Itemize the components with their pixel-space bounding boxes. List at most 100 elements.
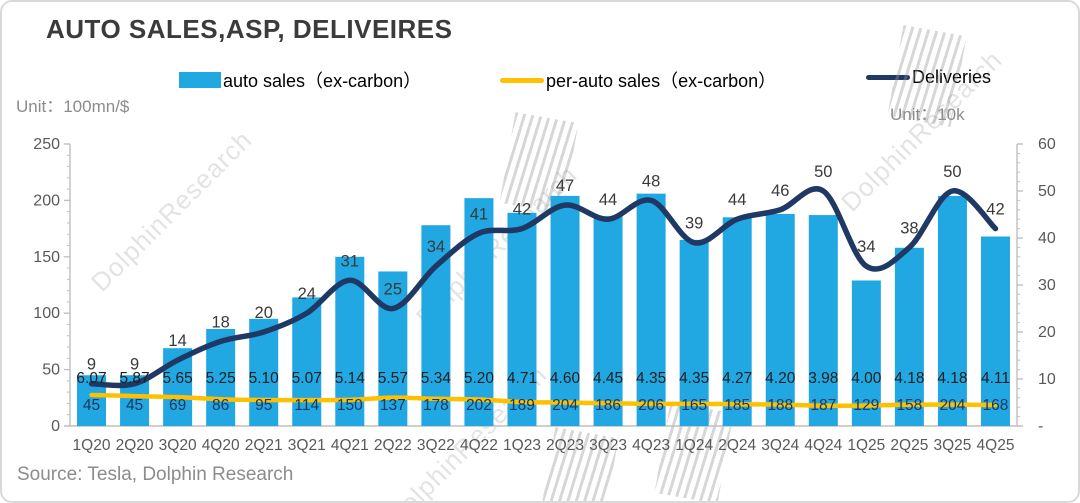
asp-value-label: 4.35	[636, 370, 666, 387]
bar-value-label: 204	[552, 397, 578, 414]
x-axis-label: 3Q23	[589, 437, 627, 454]
delivery-value-label: 18	[211, 313, 229, 331]
bar-value-label: 188	[767, 397, 793, 414]
x-axis-label: 3Q22	[417, 437, 455, 454]
bar-value-label: 202	[466, 397, 492, 414]
asp-value-label: 5.10	[249, 370, 280, 387]
asp-value-label: 3.98	[808, 370, 838, 387]
x-axis-label: 2Q21	[245, 437, 283, 454]
right-axis-tick-label: 60	[1038, 136, 1056, 153]
bar	[636, 193, 666, 426]
bar-value-label: 206	[638, 397, 664, 414]
bar-value-label: 185	[724, 397, 750, 414]
auto-sales-swatch-icon	[179, 72, 221, 88]
bar-value-label: 95	[255, 397, 272, 414]
asp-value-label: 5.65	[163, 370, 193, 387]
delivery-value-label: 44	[728, 191, 746, 209]
legend-item-deliveries: Deliveries	[866, 67, 991, 88]
per-auto-sales-swatch-icon	[500, 77, 544, 83]
left-axis-unit: Unit：100mn/$	[16, 97, 130, 116]
right-axis-tick-label: 40	[1038, 230, 1056, 247]
right-axis-tick-label: 30	[1038, 277, 1056, 294]
delivery-value-label: 14	[168, 332, 186, 350]
x-axis-label: 4Q24	[804, 437, 842, 454]
x-axis-label: 4Q25	[977, 437, 1015, 454]
delivery-value-label: 48	[642, 172, 660, 190]
asp-value-label: 5.57	[378, 370, 408, 387]
left-axis-tick-label: 0	[51, 418, 60, 435]
source-note: Source: Tesla, Dolphin Research	[17, 464, 294, 485]
bar	[937, 195, 967, 426]
x-axis-label: 2Q24	[718, 437, 756, 454]
bar-value-label: 178	[423, 397, 449, 414]
delivery-value-label: 47	[556, 177, 574, 195]
per-auto-sales-line	[89, 392, 998, 409]
legend-item-auto-sales: auto sales（ex-carbon）	[179, 67, 421, 93]
bar	[378, 271, 408, 426]
bar-value-label: 186	[595, 397, 621, 414]
asp-value-label: 5.14	[335, 370, 366, 387]
x-axis-label: 3Q20	[159, 437, 197, 454]
delivery-value-label: 46	[771, 182, 789, 200]
legend-label-per-auto-sales: per-auto sales（ex-carbon）	[546, 71, 777, 91]
deliveries-swatch-icon	[866, 75, 910, 80]
x-axis-label: 2Q20	[116, 437, 154, 454]
asp-value-label: 4.71	[507, 370, 537, 387]
bar-value-label: 150	[337, 397, 363, 414]
x-axis-label: 3Q21	[288, 437, 326, 454]
left-axis-tick-label: 100	[33, 305, 60, 322]
asp-value-label: 4.00	[851, 370, 882, 387]
right-axis-tick-label: 50	[1038, 183, 1056, 200]
x-axis-label: 4Q21	[331, 437, 369, 454]
bar-value-label: 187	[810, 397, 836, 414]
bar	[894, 247, 924, 426]
asp-value-label: 5.07	[292, 370, 322, 387]
right-axis-tick-label: -	[1038, 418, 1043, 435]
x-axis-label: 1Q23	[503, 437, 541, 454]
bar-value-label: 45	[126, 397, 143, 414]
left-axis-tick-label: 200	[33, 192, 60, 209]
legend-label-auto-sales: auto sales（ex-carbon）	[223, 71, 422, 91]
x-axis-label: 4Q20	[202, 437, 240, 454]
bar-value-label: 137	[380, 397, 406, 414]
right-axis-unit: Unit：10k	[890, 105, 965, 124]
delivery-value-label: 34	[427, 238, 445, 256]
asp-value-label: 5.25	[206, 370, 236, 387]
x-axis-label: 1Q20	[73, 437, 111, 454]
bar	[550, 195, 580, 426]
bar-value-label: 168	[983, 397, 1009, 414]
bar	[808, 215, 838, 426]
left-axis-tick-label: 50	[42, 362, 60, 379]
delivery-value-label: 34	[857, 238, 875, 256]
left-axis-tick-label: 250	[33, 136, 60, 153]
x-axis-label: 3Q25	[933, 437, 971, 454]
delivery-value-label: 25	[384, 281, 402, 299]
asp-value-label: 4.45	[593, 370, 623, 387]
bar-value-label: 129	[853, 397, 879, 414]
x-axis-label: 2Q22	[374, 437, 412, 454]
delivery-value-label: 31	[341, 252, 359, 270]
bar	[507, 212, 537, 426]
asp-value-label: 4.18	[894, 370, 924, 387]
delivery-value-label: 38	[900, 219, 918, 237]
x-axis-label: 4Q22	[460, 437, 498, 454]
bar-value-label: 45	[83, 397, 100, 414]
asp-value-label: 4.18	[937, 370, 967, 387]
delivery-value-label: 24	[298, 285, 316, 303]
chart-title: AUTO SALES,ASP, DELIVEIRES	[46, 14, 453, 44]
bar-value-label: 204	[939, 397, 965, 414]
delivery-value-label: 41	[470, 205, 488, 223]
bar	[980, 236, 1010, 426]
bar-value-label: 165	[681, 397, 707, 414]
bar	[679, 239, 709, 426]
bar	[722, 217, 752, 426]
right-axis-tick-label: 20	[1038, 324, 1056, 341]
asp-value-label: 6.07	[76, 370, 106, 387]
legend-label-deliveries: Deliveries	[912, 67, 992, 87]
asp-value-label: 4.60	[550, 370, 581, 387]
x-axis-label: 4Q23	[632, 437, 670, 454]
asp-value-label: 4.20	[765, 370, 796, 387]
bar-value-label: 158	[896, 397, 922, 414]
delivery-value-label: 42	[986, 201, 1004, 219]
